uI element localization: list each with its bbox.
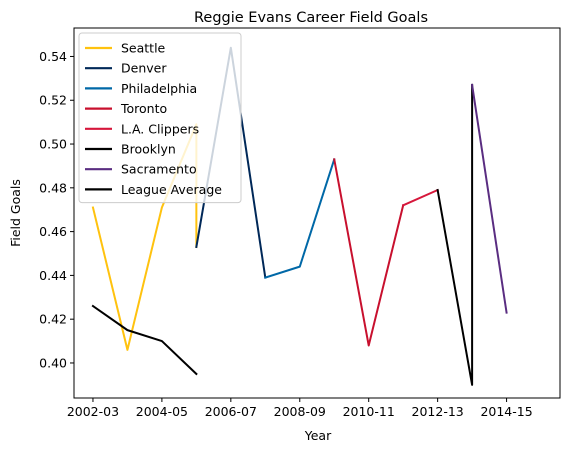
series-line-league-average <box>91 304 198 376</box>
legend: Seattle Denver Philadelphia Toronto L.A. Cli… <box>78 32 242 204</box>
legend-label-seattle: Seattle <box>121 41 166 56</box>
y-tick-label: 0.50 <box>39 137 67 152</box>
y-tick-label: 0.52 <box>39 93 67 108</box>
x-tick-label: 2006-07 <box>205 404 257 419</box>
x-tick-label: 2012-13 <box>412 404 464 419</box>
x-tick-label: 2008-09 <box>274 404 326 419</box>
y-tick-label: 0.40 <box>39 355 67 370</box>
y-tick-label: 0.42 <box>39 312 67 327</box>
legend-label-toronto: Toronto <box>120 101 167 116</box>
x-tick-label: 2014-15 <box>480 404 532 419</box>
series-line-brooklyn <box>436 83 474 386</box>
x-tick-label: 2004-05 <box>136 404 188 419</box>
y-axis-title: Field Goals <box>8 179 23 247</box>
legend-box <box>78 32 242 204</box>
tick-layer: 2002-03 2004-05 2006-07 2008-09 2010-11 2012-… <box>39 49 533 419</box>
y-tick-label: 0.44 <box>39 268 67 283</box>
x-axis-title: Year <box>304 428 332 443</box>
y-tick-label: 0.46 <box>39 224 67 239</box>
legend-label-sacramento: Sacramento <box>121 162 197 177</box>
series-line-sacramento <box>470 83 508 314</box>
y-tick-label: 0.54 <box>39 49 67 64</box>
plot-frame <box>73 27 561 399</box>
x-tick-label: 2010-11 <box>343 404 395 419</box>
series-line-philadelphia <box>264 158 336 279</box>
legend-label-league-average: League Average <box>121 182 222 197</box>
series-line-toronto <box>333 158 405 347</box>
x-tick-label: 2002-03 <box>67 404 119 419</box>
legend-label-denver: Denver <box>121 61 167 76</box>
legend-label-brooklyn: Brooklyn <box>121 142 176 157</box>
series-line-l-a-clippers <box>401 188 439 207</box>
y-tick-label: 0.48 <box>39 180 67 195</box>
chart-title: Reggie Evans Career Field Goals <box>194 10 428 26</box>
legend-label-philadelphia: Philadelphia <box>121 81 197 96</box>
legend-label-l-a-clippers: L.A. Clippers <box>121 121 199 136</box>
